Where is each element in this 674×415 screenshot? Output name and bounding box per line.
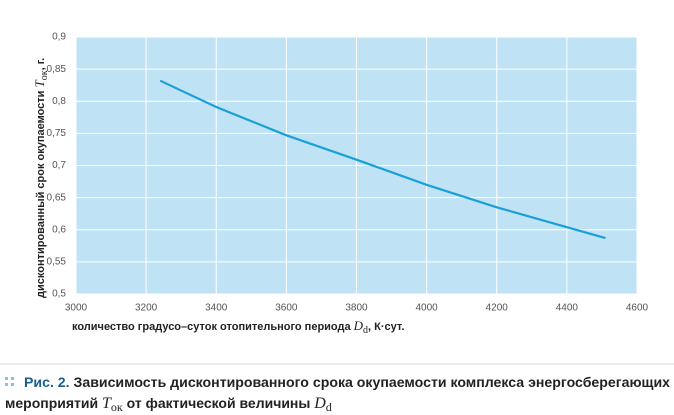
y-tick-label: 0,55 (47, 257, 67, 268)
caption-sub: ок (111, 400, 123, 414)
y-label-symbol: T (32, 80, 47, 88)
y-tick-label: 0,5 (52, 289, 66, 300)
caption-sub: d (326, 400, 332, 414)
x-tick-label: 3800 (345, 303, 368, 314)
caption-number: Рис. 2. (24, 374, 70, 390)
y-tick-label: 0,8 (52, 96, 66, 107)
y-tick-label: 0,75 (47, 128, 67, 139)
caption-text: мероприятий (5, 395, 102, 411)
x-tick-label: 3200 (135, 303, 158, 314)
y-tick-label: 0,65 (47, 192, 67, 203)
caption-symbol: T (102, 395, 112, 412)
caption-text: от фактической величины (123, 395, 314, 411)
x-tick-label: 4600 (626, 303, 649, 314)
caption-text: Зависимость дисконтированного срока окуп… (70, 374, 671, 390)
x-label-text: количество градусо–суток отопительного п… (72, 321, 354, 333)
x-tick-label: 3000 (65, 303, 88, 314)
x-axis-label: количество градусо–суток отопительного п… (72, 318, 404, 336)
y-tick-label: 0,85 (47, 64, 67, 75)
x-label-sub: d (363, 325, 368, 336)
x-label-unit: , К·сут. (368, 321, 404, 333)
x-tick-label: 4000 (416, 303, 439, 314)
x-tick-label: 3600 (275, 303, 298, 314)
y-tick-label: 0,6 (52, 224, 66, 235)
caption-line-2: мероприятий Tок от фактической величины … (5, 395, 332, 414)
x-tick-label: 3400 (205, 303, 228, 314)
x-tick-label: 4200 (486, 303, 509, 314)
y-tick-label: 0,7 (52, 160, 66, 171)
y-label-text: дисконтированный срок окупаемости (35, 88, 47, 299)
y-label-unit: , г. (35, 58, 47, 71)
x-tick-label: 4400 (556, 303, 579, 314)
x-label-symbol: D (353, 318, 364, 333)
y-tick-label: 0,9 (52, 32, 66, 43)
y-label-sub: ок (39, 70, 50, 80)
data-line (159, 79, 606, 240)
caption-symbol: D (313, 395, 326, 412)
caption-icon (5, 377, 14, 386)
caption-line-1: Рис. 2. Зависимость дисконтированного ср… (24, 374, 670, 390)
y-axis-label: дисконтированный срок окупаемости Tок, г… (32, 58, 50, 298)
